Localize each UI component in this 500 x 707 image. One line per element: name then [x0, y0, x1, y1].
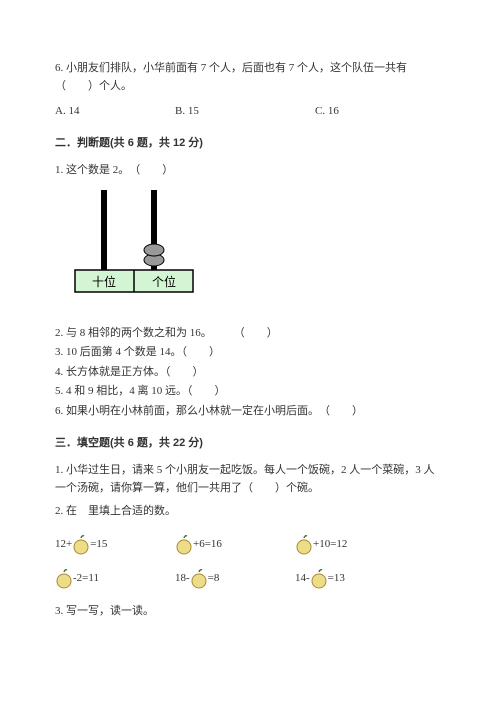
fill-row-1: 12+ =15 +6=16 +10=12	[55, 535, 445, 555]
tf-question-1: 1. 这个数是 2。 （ ）	[55, 162, 445, 180]
mc-question-6: 6. 小朋友们排队，小华前面有 7 个人，后面也有 7 个人，这个队伍一共有（ …	[55, 60, 445, 95]
fill-q2: 2. 在 里填上合适的数。	[55, 503, 445, 521]
tf-item: 2. 与 8 相邻的两个数之和为 16。 （ ）	[55, 325, 445, 343]
expr-pre: 12+	[55, 536, 72, 554]
fill-cell: 12+ =15	[55, 535, 175, 555]
q6-option-b: B. 15	[175, 103, 315, 121]
expr-post: +10=12	[313, 536, 347, 554]
expr-post: =13	[328, 570, 345, 588]
fill-cell: 18- =8	[175, 569, 295, 589]
fill-row-2: -2=11 18- =8 14- =13	[55, 569, 445, 589]
apple-icon	[175, 535, 193, 555]
fill-q3: 3. 写一写，读一读。	[55, 603, 445, 621]
fill-cell: +6=16	[175, 535, 295, 555]
tens-label-text: 十位	[92, 274, 116, 289]
expr-pre: 18-	[175, 570, 190, 588]
expr-post: +6=16	[193, 536, 222, 554]
expr-post: =15	[90, 536, 107, 554]
expr-post: -2=11	[73, 570, 99, 588]
apple-icon	[72, 535, 90, 555]
expr-post: =8	[208, 570, 220, 588]
tf-list: 2. 与 8 相邻的两个数之和为 16。 （ ） 3. 10 后面第 4 个数是…	[55, 325, 445, 421]
abacus-diagram: 十位 个位	[69, 190, 445, 307]
section-3-header: 三．填空题(共 6 题，共 22 分)	[55, 435, 445, 453]
q6-option-a: A. 14	[55, 103, 175, 121]
q6-text: 6. 小朋友们排队，小华前面有 7 个人，后面也有 7 个人，这个队伍一共有（ …	[55, 62, 407, 92]
apple-icon	[310, 569, 328, 589]
fill-cell: 14- =13	[295, 569, 415, 589]
apple-icon	[55, 569, 73, 589]
expr-pre: 14-	[295, 570, 310, 588]
q6-options: A. 14 B. 15 C. 16	[55, 103, 445, 121]
abacus-svg: 十位 个位	[69, 190, 199, 300]
tf-item: 5. 4 和 9 相比，4 离 10 远。（ ）	[55, 383, 445, 401]
ones-label-text: 个位	[152, 274, 176, 289]
tf-item: 6. 如果小明在小林前面，那么小林就一定在小明后面。 （ ）	[55, 403, 445, 421]
section-2-header: 二．判断题(共 6 题，共 12 分)	[55, 135, 445, 153]
apple-icon	[190, 569, 208, 589]
tf-item: 4. 长方体就是正方体。（ ）	[55, 364, 445, 382]
tf-item: 3. 10 后面第 4 个数是 14。（ ）	[55, 344, 445, 362]
fill-q1: 1. 小华过生日，请来 5 个小朋友一起吃饭。每人一个饭碗，2 人一个菜碗，3 …	[55, 462, 445, 497]
fill-cell: +10=12	[295, 535, 415, 555]
q6-option-c: C. 16	[315, 103, 339, 121]
apple-icon	[295, 535, 313, 555]
fill-cell: -2=11	[55, 569, 175, 589]
